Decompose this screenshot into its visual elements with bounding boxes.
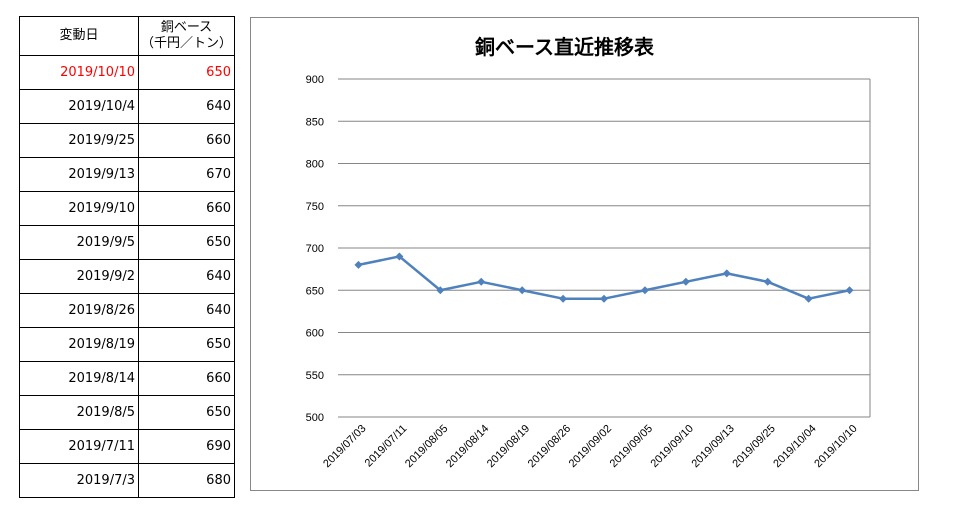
table-row: 2019/10/4 640 — [19, 89, 235, 124]
row-date: 2019/10/10 — [19, 55, 139, 90]
data-point-marker — [600, 294, 608, 303]
row-value: 670 — [138, 157, 235, 192]
y-tick-label: 750 — [306, 201, 324, 213]
table-row: 2019/9/25 660 — [19, 123, 235, 158]
x-tick-label: 2019/08/05 — [403, 423, 450, 470]
row-date: 2019/9/13 — [19, 157, 139, 192]
y-tick-label: 600 — [306, 328, 324, 340]
data-point-marker — [763, 277, 772, 286]
table-row: 2019/8/5 650 — [19, 395, 235, 430]
y-tick-label: 900 — [306, 74, 324, 86]
row-value: 660 — [138, 123, 235, 158]
row-value: 650 — [138, 395, 235, 430]
row-date: 2019/9/2 — [19, 259, 139, 294]
x-tick-label: 2019/07/11 — [363, 423, 410, 470]
data-point-marker — [559, 294, 568, 303]
header-value-line1: 銅ベース — [160, 20, 213, 35]
row-date: 2019/9/10 — [19, 191, 139, 226]
line-chart: 銅ベース直近推移表 500 550 600 650 700 750 800 850 900 2019… — [306, 35, 871, 470]
table-row: 2019/8/19 650 — [19, 327, 235, 362]
data-point-marker — [640, 286, 649, 295]
table-row: 2019/9/10 660 — [19, 191, 235, 226]
y-tick-label: 500 — [306, 412, 324, 424]
data-point-marker — [722, 269, 731, 278]
header-date: 変動日 — [19, 16, 139, 56]
x-tick-label: 2019/08/14 — [444, 423, 491, 470]
table-row: 2019/8/26 640 — [19, 293, 235, 328]
row-value: 660 — [138, 361, 235, 396]
row-date: 2019/8/5 — [19, 395, 139, 430]
data-point-marker — [477, 277, 486, 286]
row-value: 650 — [138, 327, 235, 362]
row-value: 640 — [138, 259, 235, 294]
row-value: 640 — [138, 293, 235, 328]
y-tick-label: 800 — [306, 159, 324, 171]
y-tick-label: 650 — [306, 285, 324, 297]
row-value: 650 — [138, 225, 235, 260]
data-point-marker — [395, 252, 404, 261]
data-point-marker — [804, 294, 813, 303]
price-table: 変動日 銅ベース （千円／トン） 2019/10/10 650 2019/10/4 6… — [19, 16, 235, 498]
table-body: 2019/10/10 650 2019/10/4 640 2019/9/25 660 201… — [19, 55, 235, 498]
table-row: 2019/8/14 660 — [19, 361, 235, 396]
row-date: 2019/9/5 — [19, 225, 139, 260]
header-value: 銅ベース （千円／トン） — [138, 16, 235, 56]
row-date: 2019/7/11 — [19, 429, 139, 464]
data-point-marker — [436, 286, 445, 295]
x-tick-label: 2019/09/10 — [649, 423, 696, 470]
data-point-marker — [354, 260, 363, 269]
data-point-marker — [845, 286, 854, 295]
row-value: 690 — [138, 429, 235, 464]
data-point-marker — [681, 277, 690, 286]
x-tick-label: 2019/10/04 — [771, 423, 818, 470]
row-value: 680 — [138, 463, 235, 498]
row-value: 640 — [138, 89, 235, 124]
x-tick-label: 2019/09/05 — [608, 423, 655, 470]
x-tick-label: 2019/08/26 — [526, 423, 573, 470]
x-tick-label: 2019/10/10 — [812, 423, 859, 470]
series-line — [358, 255, 850, 300]
table-row: 2019/7/11 690 — [19, 429, 235, 464]
table-row: 2019/9/2 640 — [19, 259, 235, 294]
row-date: 2019/8/26 — [19, 293, 139, 328]
data-point-marker — [518, 286, 527, 295]
header-value-line2: （千円／トン） — [140, 36, 232, 51]
table-header-row: 変動日 銅ベース （千円／トン） — [19, 16, 235, 56]
row-value: 650 — [138, 55, 235, 90]
row-date: 2019/10/4 — [19, 89, 139, 124]
y-tick-label: 850 — [306, 116, 324, 128]
chart-area: 銅ベース直近推移表 500 550 600 650 700 750 800 850 900 2019… — [250, 17, 919, 491]
y-tick-label: 700 — [306, 243, 324, 255]
row-date: 2019/8/19 — [19, 327, 139, 362]
row-date: 2019/8/14 — [19, 361, 139, 396]
table-row: 2019/9/13 670 — [19, 157, 235, 192]
row-value: 660 — [138, 191, 235, 226]
table-row: 2019/7/3 680 — [19, 463, 235, 498]
row-date: 2019/7/3 — [19, 463, 139, 498]
x-tick-label: 2019/08/19 — [485, 423, 532, 470]
x-tick-label: 2019/07/03 — [321, 423, 368, 470]
table-row: 2019/9/5 650 — [19, 225, 235, 260]
y-tick-label: 550 — [306, 370, 324, 382]
x-tick-label: 2019/09/13 — [689, 423, 736, 470]
x-tick-label: 2019/09/02 — [567, 423, 614, 470]
chart-title: 銅ベース直近推移表 — [475, 35, 655, 59]
table-row: 2019/10/10 650 — [19, 55, 235, 90]
x-tick-label: 2019/09/25 — [730, 423, 777, 470]
row-date: 2019/9/25 — [19, 123, 139, 158]
